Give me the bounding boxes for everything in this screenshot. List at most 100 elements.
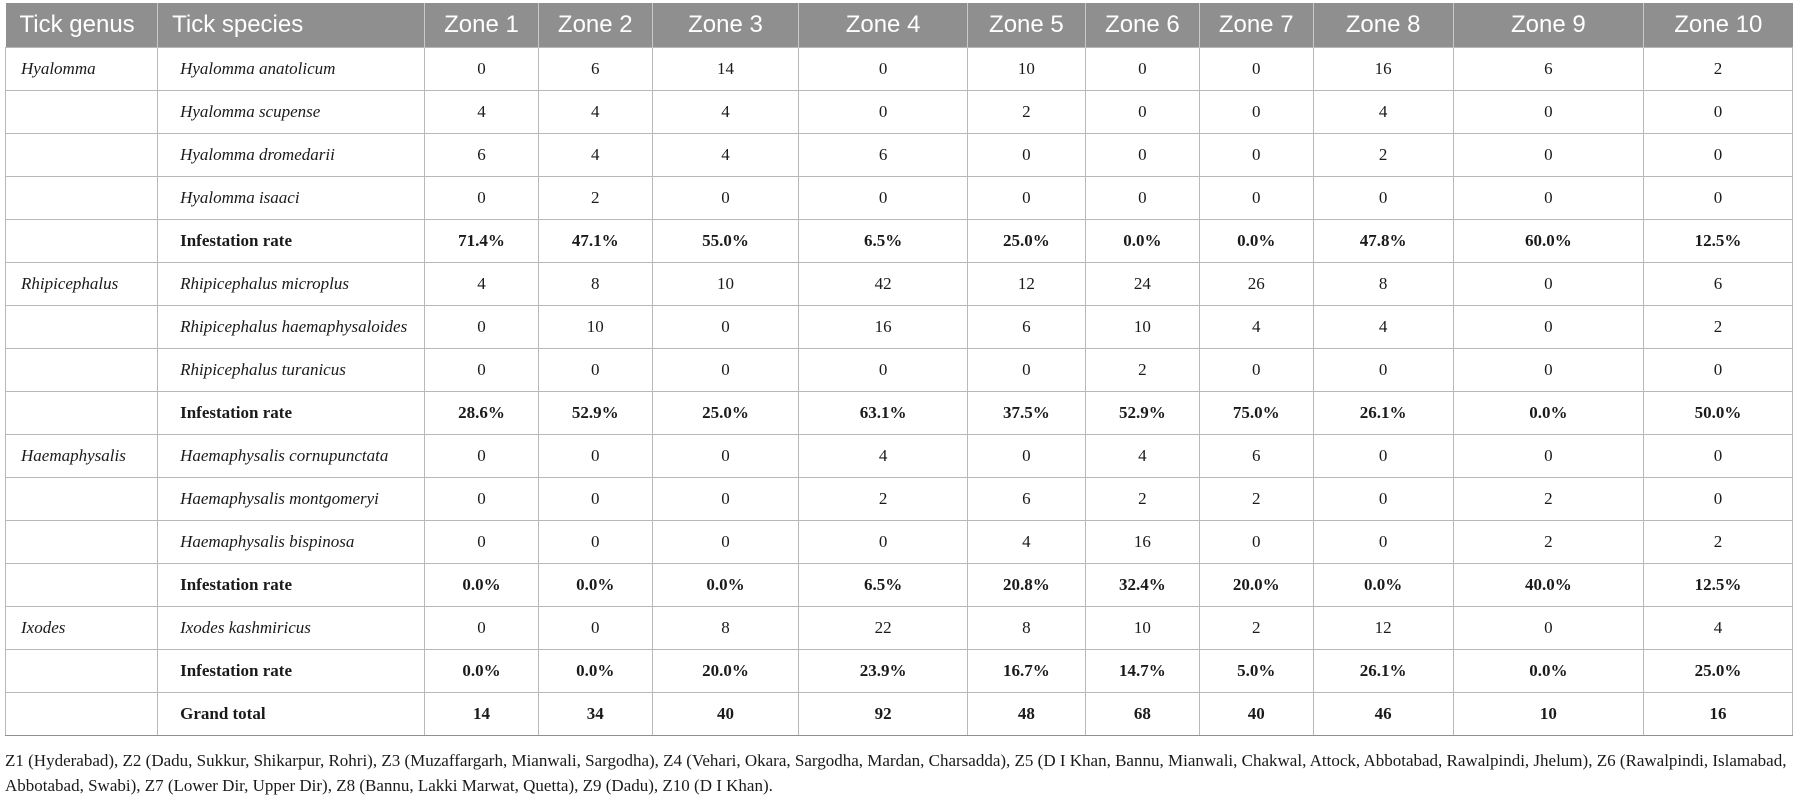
zone-4-cell: 6.5% xyxy=(798,219,968,263)
row-label-cell: Grand total xyxy=(157,692,426,736)
species-cell: Rhipicephalus haemaphysaloides xyxy=(157,305,426,349)
zone-7-cell: 0 xyxy=(1198,520,1314,564)
genus-cell xyxy=(4,563,159,607)
zone-8-cell: 4 xyxy=(1312,305,1454,349)
zone-9-cell: 2 xyxy=(1452,477,1645,521)
zone-7-cell: 2 xyxy=(1198,477,1314,521)
zone-10-cell: 2 xyxy=(1643,520,1793,564)
zone-9-cell: 0.0% xyxy=(1452,391,1645,435)
zone-5-cell: 0 xyxy=(966,176,1087,220)
zone-9-cell: 0 xyxy=(1452,176,1645,220)
zone-2-cell: 0 xyxy=(537,520,653,564)
table-row: Ixodes Ixodes kashmiricus 0 0 8 22 8 10 2 12 0 4 xyxy=(4,606,1793,650)
zone-8-cell: 0 xyxy=(1312,176,1454,220)
zone-7-cell: 75.0% xyxy=(1198,391,1314,435)
zone-2-cell: 52.9% xyxy=(537,391,653,435)
zone-5-cell: 0 xyxy=(966,133,1087,177)
zone-5-cell: 0 xyxy=(966,434,1087,478)
zone-10-cell: 2 xyxy=(1643,47,1793,91)
zone-1-cell: 71.4% xyxy=(424,219,539,263)
zone-8-cell: 8 xyxy=(1312,262,1454,306)
header-zone-9: Zone 9 xyxy=(1452,3,1644,48)
species-cell: Haemaphysalis bispinosa xyxy=(157,520,426,564)
zone-10-cell: 50.0% xyxy=(1643,391,1793,435)
zone-5-cell: 20.8% xyxy=(966,563,1087,607)
table-body: Hyalomma Hyalomma anatolicum 0 6 14 0 10 0 0 16 6 2… xyxy=(4,47,1793,736)
genus-cell: Hyalomma xyxy=(4,47,159,91)
zone-10-cell: 0 xyxy=(1643,176,1793,220)
genus-cell xyxy=(4,391,159,435)
zone-9-cell: 60.0% xyxy=(1452,219,1645,263)
zone-1-cell: 28.6% xyxy=(424,391,539,435)
zone-1-cell: 14 xyxy=(424,692,539,736)
zone-6-cell: 68 xyxy=(1085,692,1200,736)
table-row: Hyalomma isaaci 0 2 0 0 0 0 0 0 0 0 xyxy=(4,176,1793,220)
table-row: Hyalomma dromedarii 6 4 4 6 0 0 0 2 0 0 xyxy=(4,133,1793,177)
zone-9-cell: 6 xyxy=(1452,47,1645,91)
zone-9-cell: 2 xyxy=(1452,520,1645,564)
zone-10-cell: 6 xyxy=(1643,262,1793,306)
zone-9-cell: 40.0% xyxy=(1452,563,1645,607)
zone-9-cell: 0.0% xyxy=(1452,649,1645,693)
zone-2-cell: 0.0% xyxy=(537,649,653,693)
zone-1-cell: 0.0% xyxy=(424,649,539,693)
zone-8-cell: 47.8% xyxy=(1312,219,1454,263)
zone-4-cell: 23.9% xyxy=(798,649,968,693)
zone-4-cell: 92 xyxy=(798,692,968,736)
genus-cell xyxy=(4,649,159,693)
zone-6-cell: 52.9% xyxy=(1085,391,1200,435)
zone-7-cell: 0 xyxy=(1198,348,1314,392)
zone-8-cell: 4 xyxy=(1312,90,1454,134)
zone-7-cell: 0.0% xyxy=(1198,219,1314,263)
zone-7-cell: 0 xyxy=(1198,47,1314,91)
infestation-rate-row: Infestation rate 0.0% 0.0% 20.0% 23.9% 16.7% 1… xyxy=(4,649,1793,693)
zone-10-cell: 12.5% xyxy=(1643,563,1793,607)
zone-5-cell: 8 xyxy=(966,606,1087,650)
zone-6-cell: 0.0% xyxy=(1085,219,1200,263)
zone-5-cell: 25.0% xyxy=(966,219,1087,263)
zone-6-cell: 10 xyxy=(1085,606,1200,650)
zone-3-cell: 14 xyxy=(651,47,800,91)
zone-3-cell: 0.0% xyxy=(651,563,800,607)
zone-3-cell: 4 xyxy=(651,90,800,134)
tick-distribution-table: Tick genus Tick species Zone 1 Zone 2 Zone 3… xyxy=(4,3,1793,736)
header-zone-6: Zone 6 xyxy=(1085,3,1200,48)
zone-2-cell: 2 xyxy=(537,176,653,220)
zone-2-cell: 0 xyxy=(537,348,653,392)
zone-7-cell: 0 xyxy=(1198,176,1314,220)
zone-1-cell: 0 xyxy=(424,434,539,478)
zone-1-cell: 0 xyxy=(424,305,539,349)
zone-4-cell: 0 xyxy=(798,47,968,91)
infestation-rate-row: Infestation rate 28.6% 52.9% 25.0% 63.1% 37.5… xyxy=(4,391,1793,435)
zone-7-cell: 2 xyxy=(1198,606,1314,650)
species-cell: Hyalomma dromedarii xyxy=(157,133,426,177)
zone-5-cell: 37.5% xyxy=(966,391,1087,435)
genus-cell xyxy=(4,176,159,220)
header-row: Tick genus Tick species Zone 1 Zone 2 Zone 3… xyxy=(5,3,1793,48)
zone-1-cell: 0 xyxy=(424,606,539,650)
zone-2-cell: 6 xyxy=(537,47,653,91)
zone-5-cell: 6 xyxy=(966,477,1087,521)
zone-4-cell: 0 xyxy=(798,176,968,220)
zone-10-cell: 0 xyxy=(1643,133,1793,177)
zone-9-cell: 0 xyxy=(1452,90,1645,134)
table-header: Tick genus Tick species Zone 1 Zone 2 Zone 3… xyxy=(5,3,1793,48)
genus-cell: Ixodes xyxy=(4,606,159,650)
zone-5-cell: 10 xyxy=(966,47,1087,91)
table-row: Haemaphysalis Haemaphysalis cornupunctata… xyxy=(4,434,1793,478)
zone-1-cell: 0 xyxy=(424,477,539,521)
header-zone-5: Zone 5 xyxy=(966,3,1086,48)
zone-5-cell: 48 xyxy=(966,692,1087,736)
zone-4-cell: 16 xyxy=(798,305,968,349)
zone-4-cell: 6 xyxy=(798,133,968,177)
zone-6-cell: 0 xyxy=(1085,90,1200,134)
infestation-rate-row: Infestation rate 71.4% 47.1% 55.0% 6.5% 25.0%… xyxy=(4,219,1793,263)
species-cell: Haemaphysalis montgomeryi xyxy=(157,477,426,521)
zone-1-cell: 0 xyxy=(424,47,539,91)
zone-10-cell: 4 xyxy=(1643,606,1793,650)
zone-9-cell: 0 xyxy=(1452,348,1645,392)
header-zone-4: Zone 4 xyxy=(798,3,968,48)
zone-3-cell: 10 xyxy=(651,262,800,306)
zone-10-cell: 12.5% xyxy=(1643,219,1793,263)
zone-9-cell: 10 xyxy=(1452,692,1645,736)
